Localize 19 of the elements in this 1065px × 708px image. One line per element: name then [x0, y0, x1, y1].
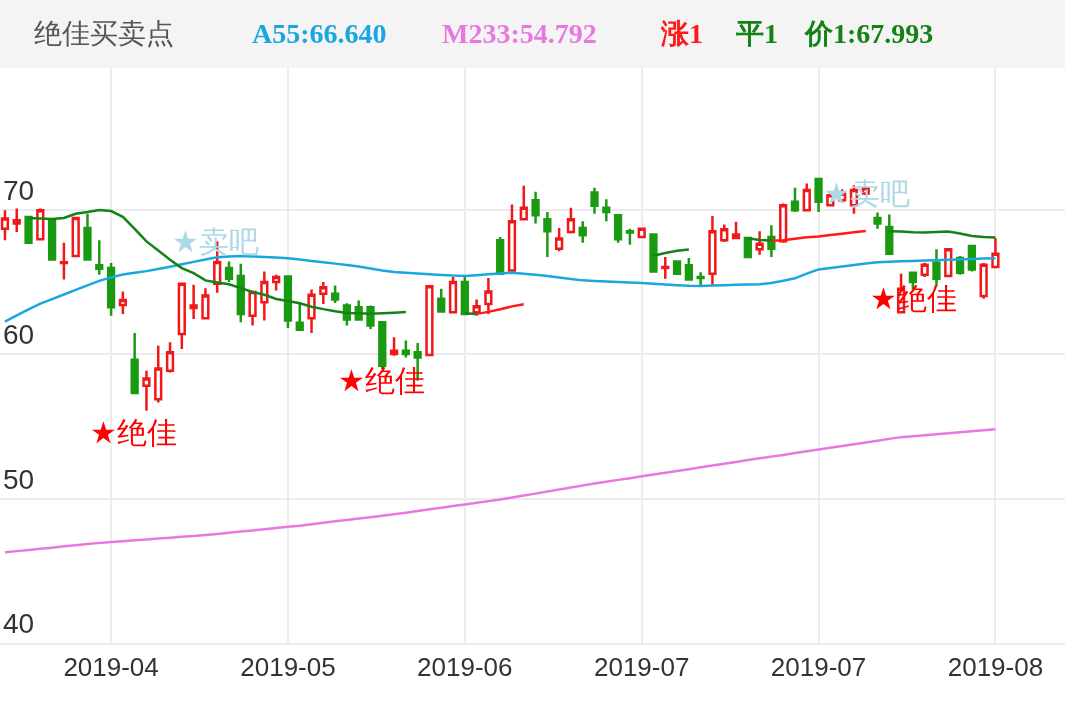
x-tick-label: 2019-06 [417, 652, 513, 683]
x-tick-label: 2019-04 [63, 652, 159, 683]
y-tick-label: 70 [3, 174, 35, 206]
text: 平1 [735, 18, 778, 49]
annotation: ★绝佳 [90, 415, 177, 450]
y-tick-label: 50 [3, 463, 35, 495]
text: A55:66.640 [252, 18, 387, 49]
annotation: ★绝佳 [338, 363, 425, 398]
chart-title: 绝佳买卖点 [34, 17, 174, 50]
y-tick-label: 60 [3, 319, 35, 351]
text: M233:54.792 [442, 18, 597, 49]
x-tick-label: 2019-07 [770, 652, 867, 683]
x-tick-label: 2019-08 [947, 652, 1044, 683]
text: 涨1 [660, 18, 703, 49]
text: 价1:67.993 [804, 18, 934, 49]
annotation: ★卖吧 [172, 224, 259, 259]
y-tick-label: 40 [3, 608, 35, 640]
x-tick-label: 2019-07 [593, 652, 690, 683]
x-tick-label: 2019-05 [240, 652, 336, 683]
